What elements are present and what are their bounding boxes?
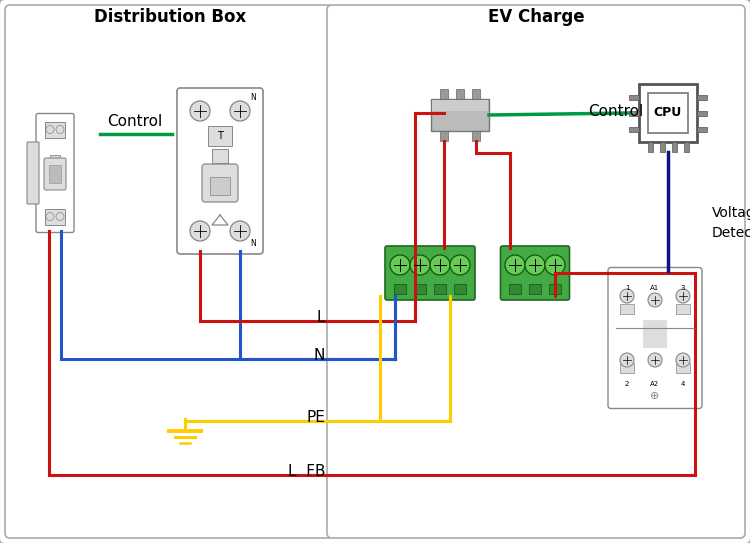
Bar [432,100,488,111]
Text: Control: Control [107,113,163,129]
Circle shape [190,221,210,241]
Bar [434,284,446,294]
Circle shape [390,255,410,275]
Bar [629,127,639,131]
Circle shape [505,255,525,275]
Bar [647,142,652,152]
Bar [210,177,230,195]
Bar [394,284,406,294]
Text: CPU: CPU [654,106,682,119]
FancyBboxPatch shape [431,99,489,131]
Circle shape [648,353,662,367]
Bar [414,284,426,294]
Text: 3: 3 [681,285,686,291]
Bar [454,284,466,294]
Bar [643,320,667,348]
Bar [697,127,707,131]
Bar [45,122,65,137]
Circle shape [545,255,565,275]
Text: N: N [314,349,325,363]
Bar [549,284,561,294]
Text: 2: 2 [625,381,629,387]
Bar [440,89,448,99]
FancyBboxPatch shape [385,246,475,300]
Bar [212,149,228,163]
Bar [659,142,664,152]
FancyBboxPatch shape [44,158,66,190]
FancyBboxPatch shape [500,246,569,300]
Circle shape [676,289,690,303]
Text: A2: A2 [650,381,659,387]
Bar [620,363,634,373]
Circle shape [190,101,210,121]
FancyBboxPatch shape [177,88,263,254]
FancyBboxPatch shape [5,5,333,538]
Text: L: L [316,311,325,325]
Text: EV Charge: EV Charge [488,8,584,26]
Text: N: N [250,239,256,249]
Circle shape [648,293,662,307]
Bar [697,94,707,99]
Bar [45,209,65,224]
FancyBboxPatch shape [608,268,702,408]
Circle shape [56,125,64,134]
FancyBboxPatch shape [202,164,238,202]
Bar [697,110,707,116]
Bar [456,89,464,99]
FancyBboxPatch shape [27,142,39,204]
FancyBboxPatch shape [639,84,697,142]
Text: 1: 1 [625,285,629,291]
Circle shape [46,212,54,220]
Bar [472,131,480,141]
Bar [671,142,676,152]
Circle shape [46,125,54,134]
Bar [50,155,60,163]
Bar [472,89,480,99]
Bar [629,94,639,99]
Bar [620,304,634,314]
Circle shape [430,255,450,275]
Bar [629,110,639,116]
Text: Voltage
Detection: Voltage Detection [712,206,750,241]
Circle shape [230,221,250,241]
Text: Control: Control [588,104,644,118]
Circle shape [620,353,634,367]
Bar [683,142,688,152]
Text: Distribution Box: Distribution Box [94,8,246,26]
Circle shape [410,255,430,275]
Bar [208,126,232,146]
Bar [676,363,690,373]
Text: 4: 4 [681,381,686,387]
Circle shape [230,101,250,121]
FancyBboxPatch shape [36,113,74,232]
Circle shape [450,255,470,275]
Circle shape [56,212,64,220]
Circle shape [525,255,545,275]
Text: A1: A1 [650,285,660,291]
Text: N: N [250,93,256,103]
Bar [440,131,448,141]
Bar [49,165,61,183]
Bar [648,93,688,133]
Bar [676,304,690,314]
Circle shape [620,289,634,303]
Text: T: T [217,131,223,141]
Text: ⊕: ⊕ [650,391,660,401]
Text: L  FB: L FB [287,464,325,479]
Bar [509,284,521,294]
Text: PE: PE [306,411,325,426]
Circle shape [676,353,690,367]
Bar [529,284,541,294]
FancyBboxPatch shape [327,5,745,538]
